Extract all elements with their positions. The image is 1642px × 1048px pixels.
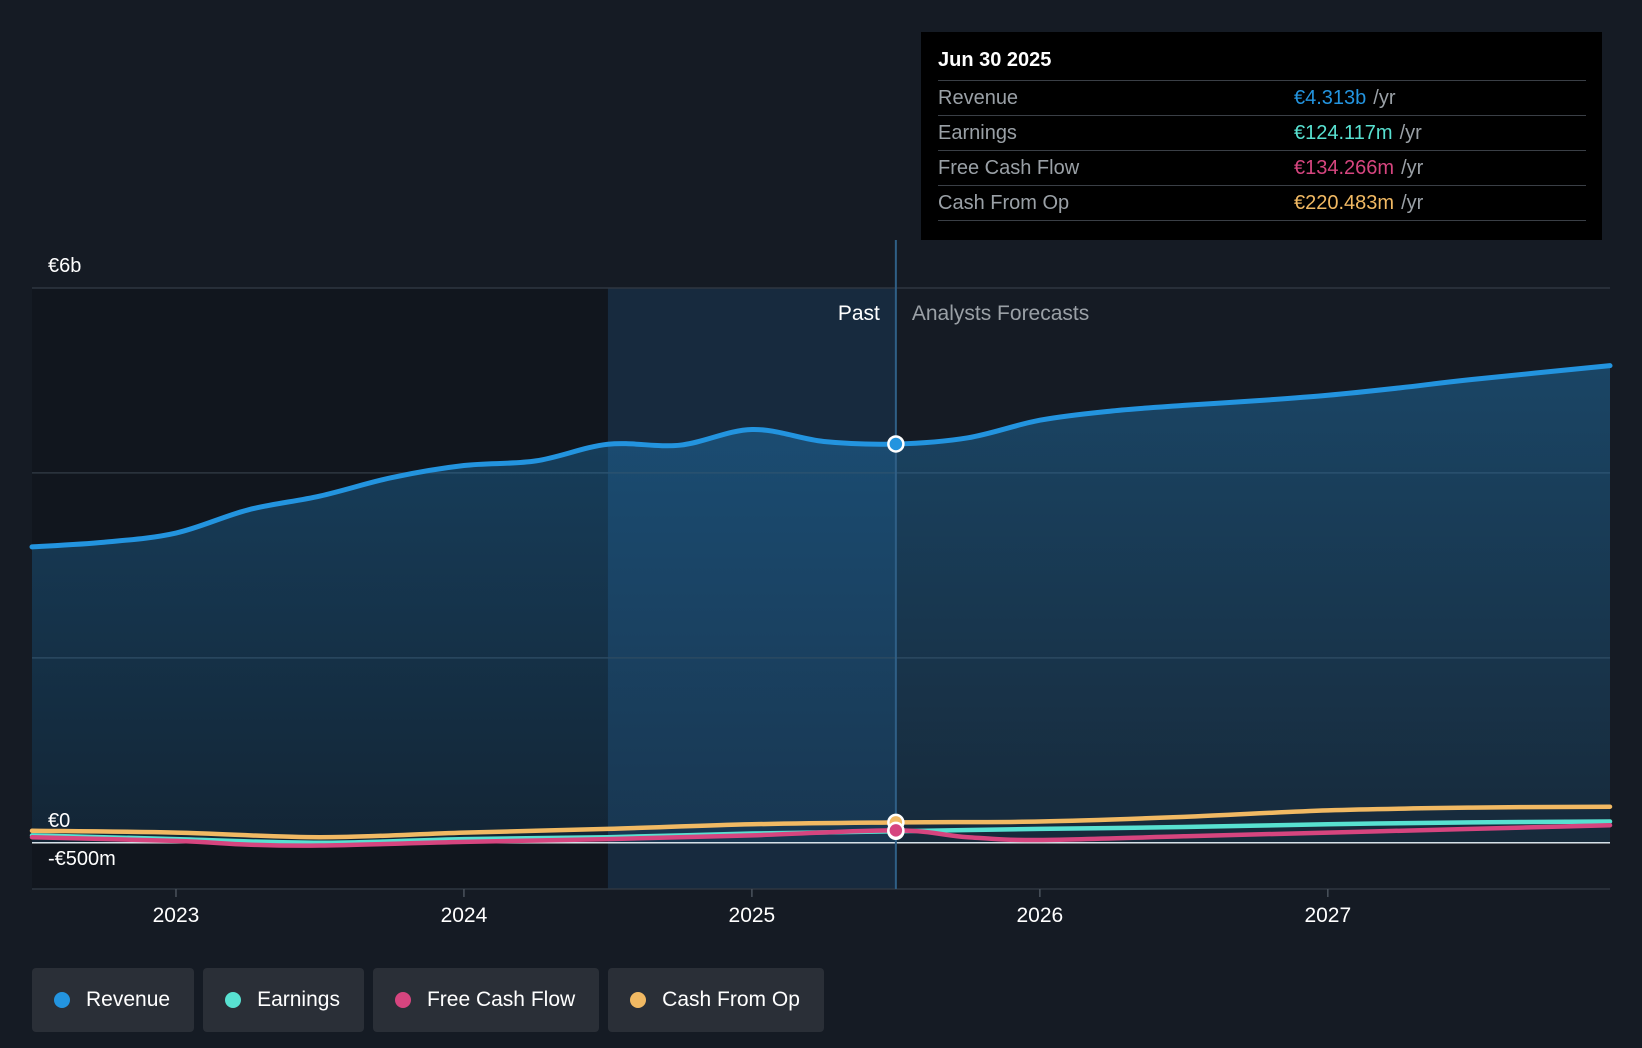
x-axis-labels: 2023 2024 2025 2026 2027 bbox=[153, 889, 1351, 927]
tooltip-row-cash-from-op: Cash From Op €220.483m /yr bbox=[938, 185, 1586, 221]
earnings-dot-icon bbox=[225, 992, 242, 1008]
tooltip-row-earnings: Earnings €124.117m /yr bbox=[938, 115, 1586, 150]
x-tick-label: 2025 bbox=[729, 904, 776, 927]
tooltip-row-revenue: Revenue €4.313b /yr bbox=[938, 80, 1586, 115]
legend-label: Revenue bbox=[86, 988, 171, 1011]
series-lines bbox=[29, 363, 1613, 848]
tooltip-unit: /yr bbox=[1373, 86, 1396, 109]
cash-from-op-dot-icon bbox=[630, 992, 647, 1008]
tooltip-label: Cash From Op bbox=[938, 191, 1070, 214]
revenue-dot-icon bbox=[54, 992, 70, 1008]
tooltip-row-free-cash-flow: Free Cash Flow €134.266m /yr bbox=[938, 150, 1586, 185]
x-tick-label: 2027 bbox=[1304, 904, 1351, 927]
y-axis-labels: €6b €0 -€500m bbox=[48, 255, 116, 870]
tooltip-date: Jun 30 2025 bbox=[938, 49, 1052, 71]
forecast-label: Analysts Forecasts bbox=[912, 302, 1089, 325]
revenue-area bbox=[32, 365, 1610, 843]
free-cash-flow-dot-icon bbox=[394, 992, 411, 1008]
x-tick-label: 2024 bbox=[441, 904, 488, 927]
cash-from-op-line bbox=[29, 804, 1613, 840]
legend: Revenue Earnings Free Cash Flow Cash Fro… bbox=[32, 968, 833, 1032]
tooltip-label: Revenue bbox=[938, 86, 1019, 109]
y-tick-label: €0 bbox=[48, 810, 70, 832]
legend-label: Cash From Op bbox=[662, 988, 800, 1011]
legend-item-earnings[interactable]: Earnings bbox=[203, 968, 364, 1032]
tooltip-unit: /yr bbox=[1401, 191, 1424, 214]
y-tick-label: €6b bbox=[48, 255, 81, 277]
revenue-line bbox=[29, 363, 1613, 550]
legend-item-cash-from-op[interactable]: Cash From Op bbox=[608, 968, 824, 1032]
tooltip-label: Free Cash Flow bbox=[938, 156, 1080, 179]
y-tick-label: -€500m bbox=[48, 848, 116, 870]
tooltip-value: €134.266m bbox=[1294, 156, 1395, 179]
tooltip-value: €124.117m bbox=[1294, 121, 1393, 144]
past-label: Past bbox=[838, 302, 880, 325]
tooltip-value: €4.313b bbox=[1294, 86, 1367, 109]
free-cash-flow-marker bbox=[887, 821, 905, 840]
legend-item-revenue[interactable]: Revenue bbox=[32, 968, 195, 1032]
tooltip-label: Earnings bbox=[938, 121, 1017, 144]
tooltip: Jun 30 2025 Revenue €4.313b /yr Earnings… bbox=[921, 32, 1602, 240]
hover-markers bbox=[887, 435, 905, 841]
legend-label: Earnings bbox=[257, 988, 340, 1011]
free-cash-flow-line bbox=[29, 822, 1613, 848]
legend-item-free-cash-flow[interactable]: Free Cash Flow bbox=[372, 968, 600, 1032]
x-tick-label: 2026 bbox=[1016, 904, 1063, 927]
legend-label: Free Cash Flow bbox=[426, 988, 576, 1011]
x-tick-label: 2023 bbox=[153, 904, 200, 927]
tooltip-unit: /yr bbox=[1401, 156, 1424, 179]
tooltip-unit: /yr bbox=[1399, 121, 1422, 144]
tooltip-value: €220.483m bbox=[1294, 191, 1395, 214]
revenue-marker bbox=[887, 435, 905, 453]
